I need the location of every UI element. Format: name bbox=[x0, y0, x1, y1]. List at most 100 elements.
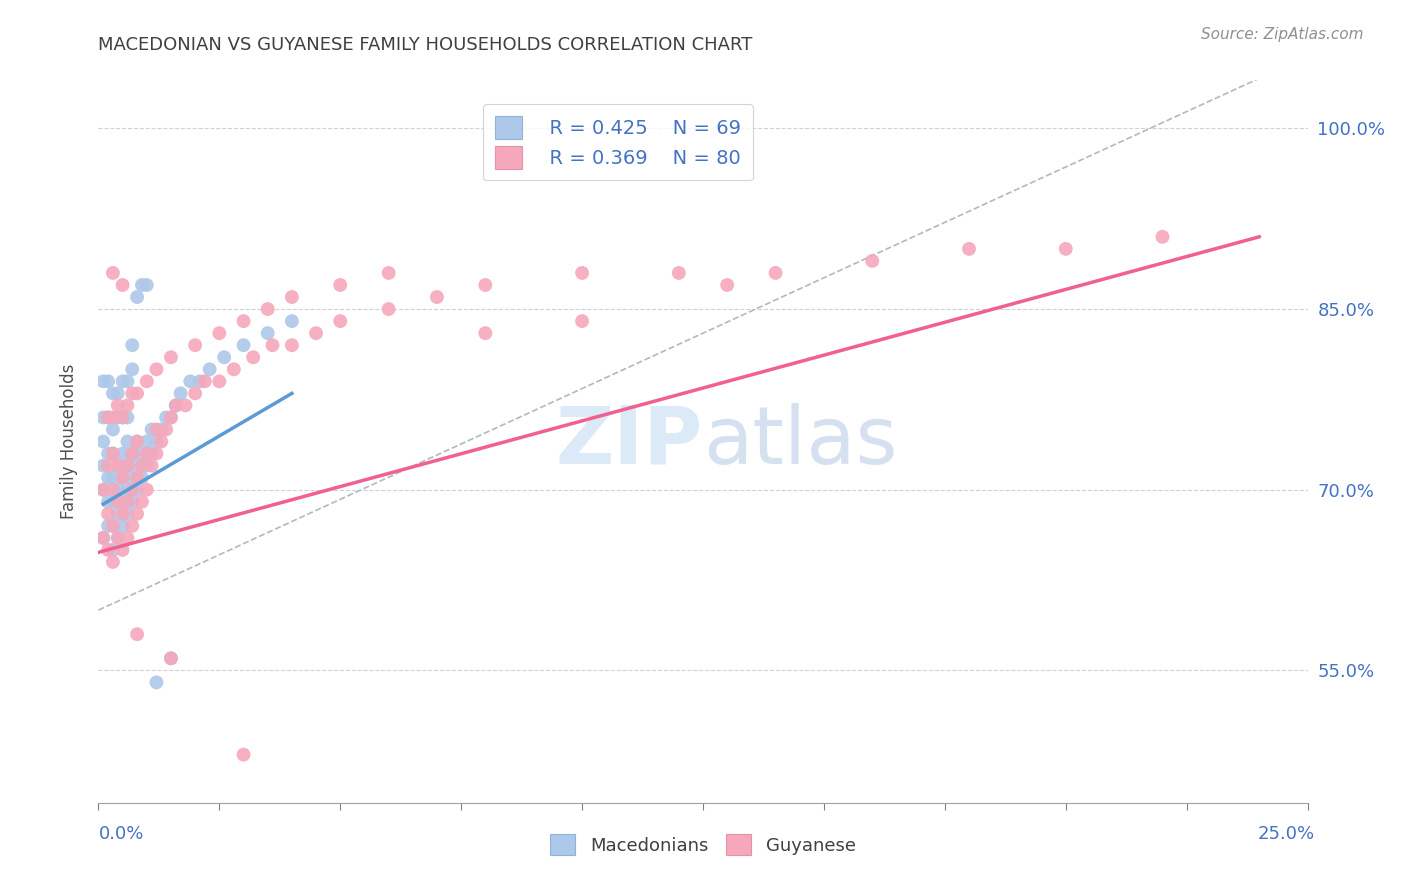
Point bbox=[135, 278, 157, 293]
Point bbox=[111, 542, 134, 557]
Point bbox=[91, 434, 114, 449]
Point bbox=[184, 386, 207, 401]
Point bbox=[329, 314, 352, 328]
Point bbox=[101, 447, 124, 461]
Point bbox=[155, 423, 177, 437]
Point bbox=[141, 447, 163, 461]
Point bbox=[117, 531, 139, 545]
Point bbox=[111, 447, 134, 461]
Point bbox=[101, 519, 124, 533]
Text: MACEDONIAN VS GUYANESE FAMILY HOUSEHOLDS CORRELATION CHART: MACEDONIAN VS GUYANESE FAMILY HOUSEHOLDS… bbox=[98, 36, 752, 54]
Point bbox=[141, 423, 163, 437]
Point bbox=[474, 278, 496, 293]
Point bbox=[131, 458, 153, 473]
Point bbox=[101, 555, 124, 569]
Point bbox=[131, 495, 153, 509]
Point bbox=[107, 398, 129, 412]
Point bbox=[101, 410, 124, 425]
Point bbox=[101, 386, 124, 401]
Point bbox=[111, 471, 134, 485]
Point bbox=[127, 434, 149, 449]
Point bbox=[160, 350, 183, 364]
Point bbox=[101, 471, 124, 485]
Point bbox=[127, 434, 149, 449]
Point bbox=[101, 519, 124, 533]
Point bbox=[957, 242, 980, 256]
Point bbox=[256, 301, 278, 317]
Point bbox=[127, 458, 149, 473]
Point bbox=[91, 458, 114, 473]
Point bbox=[860, 254, 883, 268]
Point bbox=[107, 458, 129, 473]
Point bbox=[232, 314, 254, 328]
Point bbox=[97, 542, 120, 557]
Point bbox=[194, 375, 217, 389]
Point bbox=[107, 507, 129, 521]
Point bbox=[765, 266, 787, 280]
Point bbox=[145, 675, 167, 690]
Point bbox=[127, 471, 149, 485]
Y-axis label: Family Households: Family Households bbox=[59, 364, 77, 519]
Point bbox=[111, 278, 134, 293]
Point bbox=[150, 423, 173, 437]
Point bbox=[91, 531, 114, 545]
Point bbox=[145, 434, 167, 449]
Point bbox=[145, 447, 167, 461]
Point bbox=[97, 495, 120, 509]
Point bbox=[668, 266, 690, 280]
Point bbox=[256, 326, 278, 341]
Point bbox=[184, 338, 207, 352]
Text: 0.0%: 0.0% bbox=[98, 825, 143, 843]
Point bbox=[305, 326, 328, 341]
Point bbox=[127, 386, 149, 401]
Point bbox=[107, 386, 129, 401]
Point bbox=[121, 338, 143, 352]
Point bbox=[101, 423, 124, 437]
Point bbox=[121, 447, 143, 461]
Point bbox=[179, 375, 201, 389]
Point bbox=[127, 627, 149, 641]
Point bbox=[91, 410, 114, 425]
Point bbox=[91, 531, 114, 545]
Point bbox=[135, 447, 157, 461]
Point bbox=[281, 314, 304, 328]
Point bbox=[571, 314, 593, 328]
Point bbox=[121, 483, 143, 497]
Point bbox=[91, 483, 114, 497]
Point bbox=[107, 483, 129, 497]
Point bbox=[198, 362, 221, 376]
Point bbox=[111, 410, 134, 425]
Point bbox=[377, 301, 399, 317]
Point bbox=[174, 398, 197, 412]
Text: Source: ZipAtlas.com: Source: ZipAtlas.com bbox=[1201, 27, 1364, 42]
Point bbox=[145, 362, 167, 376]
Point bbox=[97, 519, 120, 533]
Point bbox=[160, 651, 183, 665]
Point bbox=[165, 398, 187, 412]
Point bbox=[117, 507, 139, 521]
Point bbox=[1152, 230, 1174, 244]
Point bbox=[107, 495, 129, 509]
Point bbox=[117, 410, 139, 425]
Point bbox=[107, 531, 129, 545]
Point bbox=[165, 398, 187, 412]
Point bbox=[135, 434, 157, 449]
Point bbox=[101, 447, 124, 461]
Point bbox=[262, 338, 284, 352]
Point bbox=[1054, 242, 1077, 256]
Point bbox=[188, 375, 211, 389]
Point bbox=[121, 519, 143, 533]
Point bbox=[121, 362, 143, 376]
Point bbox=[97, 410, 120, 425]
Point bbox=[107, 410, 129, 425]
Point bbox=[160, 410, 183, 425]
Point bbox=[131, 471, 153, 485]
Point bbox=[212, 350, 235, 364]
Point bbox=[222, 362, 245, 376]
Text: 25.0%: 25.0% bbox=[1257, 825, 1315, 843]
Text: atlas: atlas bbox=[703, 402, 897, 481]
Point bbox=[121, 447, 143, 461]
Point bbox=[242, 350, 264, 364]
Point bbox=[426, 290, 449, 304]
Point bbox=[117, 495, 139, 509]
